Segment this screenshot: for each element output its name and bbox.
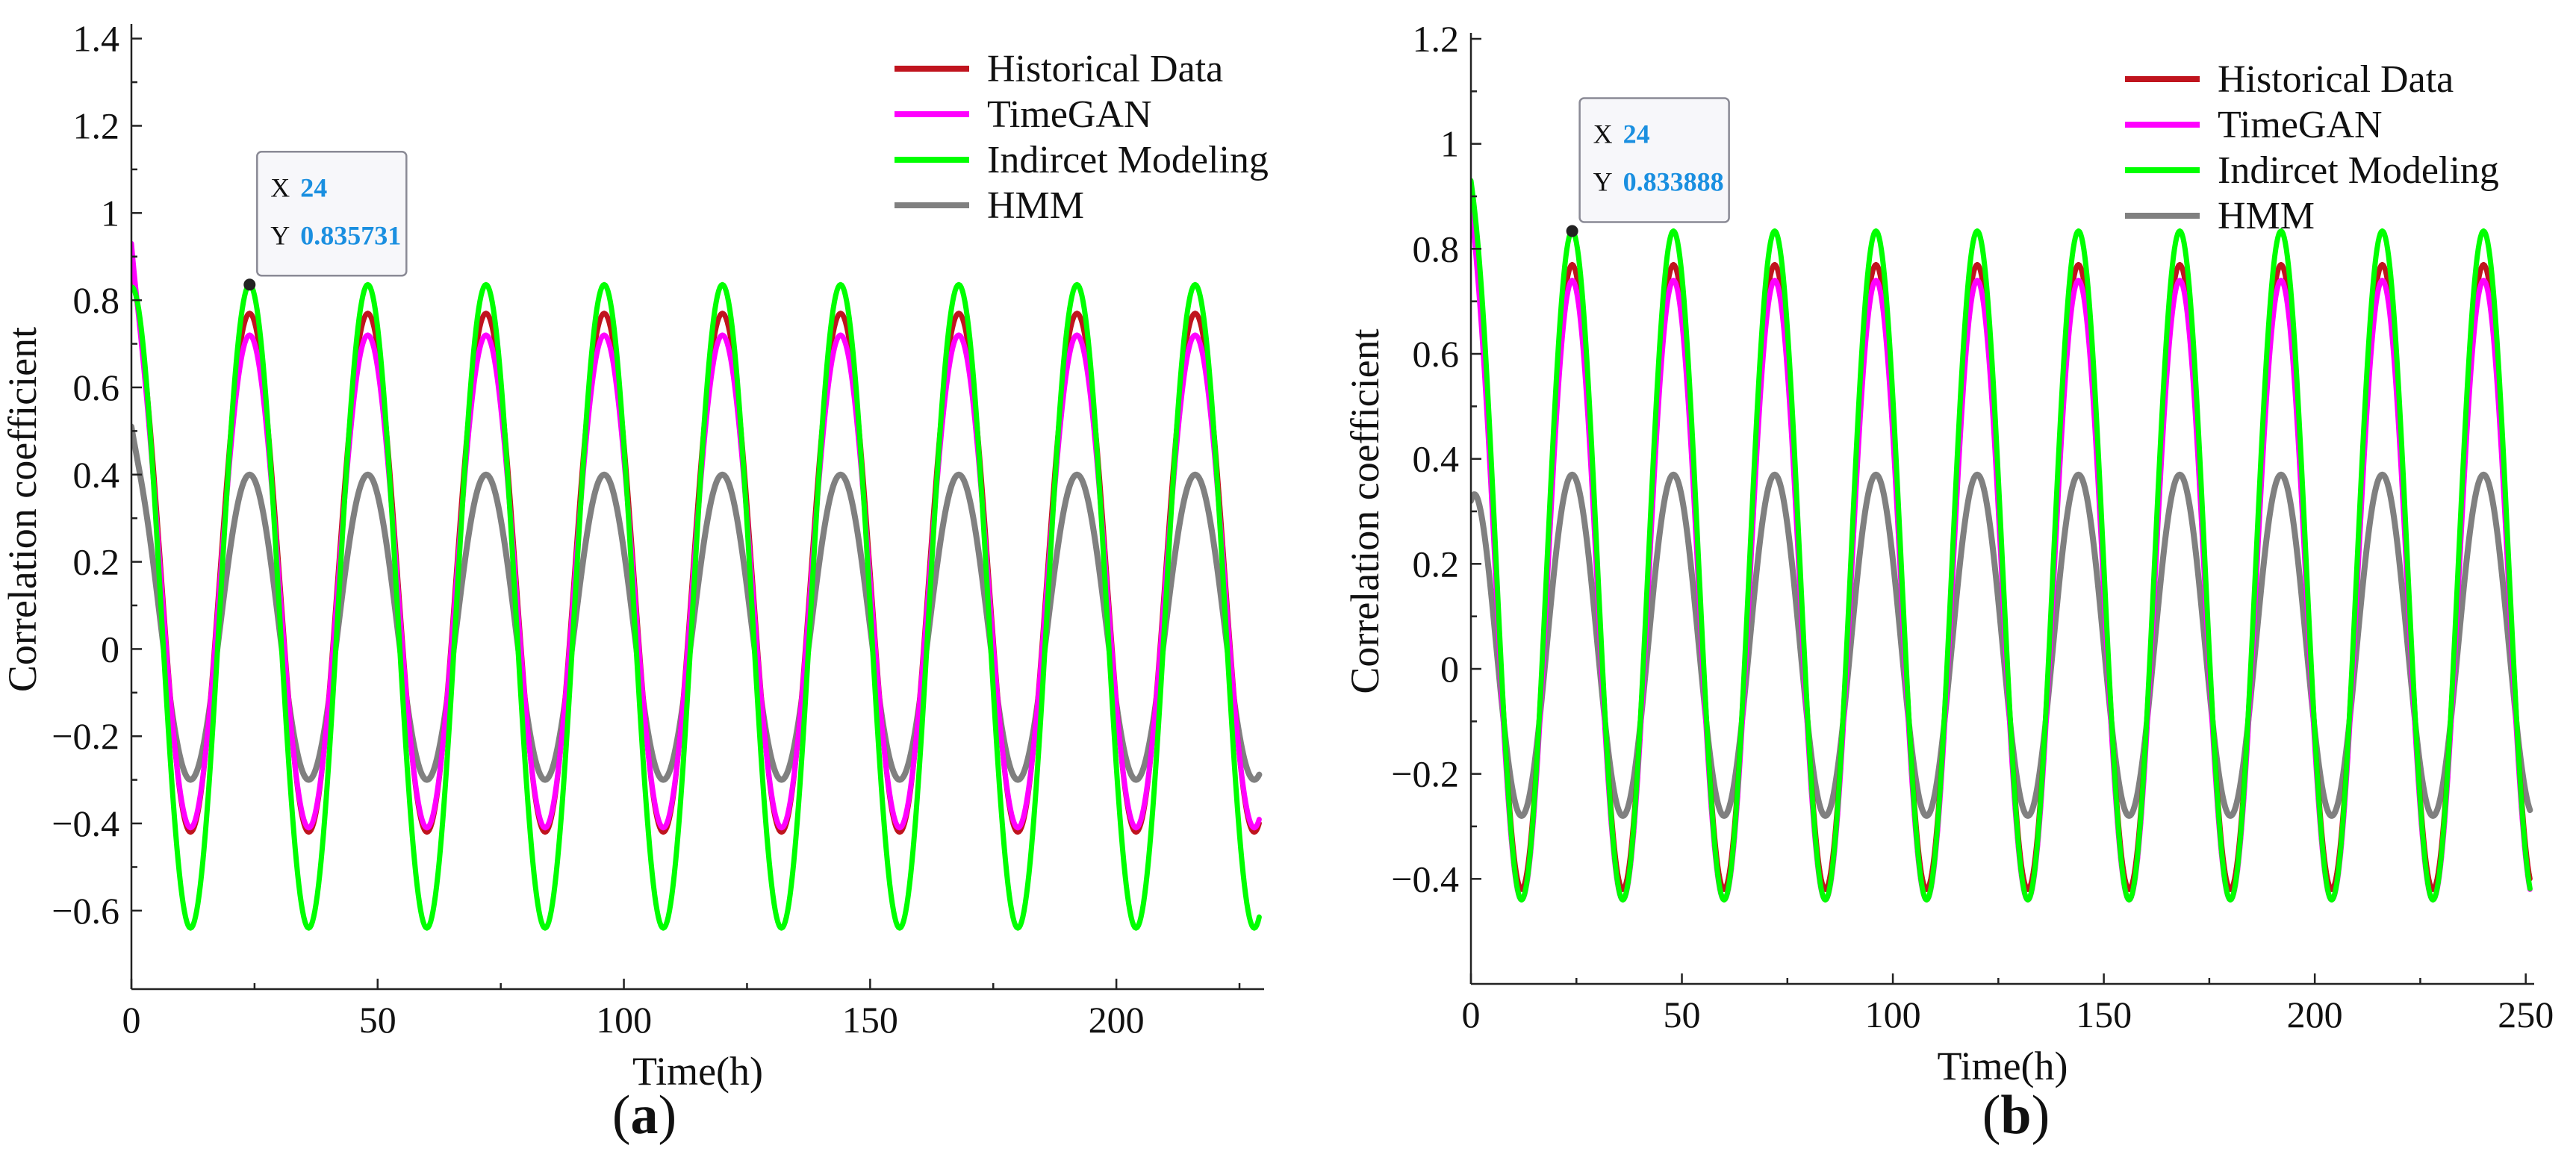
series-line-indircet-modeling [1471, 178, 2533, 903]
datatip-x-value: 24 [1623, 119, 1650, 149]
x-tick-label: 0 [1462, 994, 1481, 1035]
series-line-indircet-modeling [131, 281, 1262, 931]
legend-label-timegan: TimeGAN [987, 93, 1152, 136]
y-axis-label: Correlation coefficient [1343, 328, 1387, 694]
x-tick-label: 200 [2287, 994, 2343, 1035]
x-tick-label: 150 [2076, 994, 2132, 1035]
legend-label-timegan: TimeGAN [2218, 104, 2383, 146]
legend-label-historical-data: Historical Data [987, 48, 1223, 90]
panel-label-letter: a [631, 1085, 659, 1146]
datatip-x-label: X [1593, 119, 1613, 149]
y-tick-label: −0.4 [1391, 858, 1459, 900]
panel-label-close: ) [659, 1085, 677, 1146]
y-tick-label: 0.4 [73, 454, 120, 496]
datatip-box [256, 151, 408, 277]
legend-label-hmm: HMM [987, 184, 1084, 227]
y-axis-label: Correlation coefficient [0, 327, 45, 692]
x-tick-label: 50 [359, 999, 396, 1041]
datatip: X 24 Y 0.833888 [1578, 97, 1730, 223]
y-tick-label: −0.2 [52, 715, 119, 757]
y-tick-label: 1.2 [73, 105, 120, 147]
datatip: X 24 Y 0.835731 [256, 151, 408, 277]
datatip-y-row: Y 0.835731 [270, 220, 401, 250]
y-tick-label: 1 [101, 192, 119, 234]
datatip-x-value: 24 [300, 172, 327, 202]
panel-label: (a) [612, 1085, 676, 1146]
plot-area [1471, 178, 2533, 903]
y-tick-label: 0.2 [1413, 543, 1460, 585]
datatip-x-row: X 24 [1593, 119, 1650, 149]
y-tick-label: 0.8 [73, 279, 120, 321]
legend-label-indircet-modeling: Indircet Modeling [2218, 149, 2499, 192]
datatip-x-label: X [270, 172, 290, 202]
legend-label-indircet-modeling: Indircet Modeling [987, 139, 1269, 181]
y-tick-label: −0.2 [1391, 753, 1459, 795]
datatip-x-row: X 24 [270, 172, 327, 202]
datatip-y-value: 0.833888 [1623, 166, 1724, 196]
datatip-box [1578, 97, 1730, 223]
x-tick-label: 150 [842, 999, 898, 1041]
datatip-y-label: Y [1593, 166, 1613, 196]
chart-panel-b: −0.4 −0.2 0 0.2 0.4 0.6 0.8 1 1.2 0 50 100 150 200 250… [1343, 18, 2554, 1146]
y-tick-label: 1.2 [1413, 18, 1460, 60]
panel-label: (b) [1982, 1085, 2050, 1146]
datatip-y-label: Y [270, 220, 290, 250]
x-tick-label: 100 [596, 999, 652, 1041]
y-tick-label: 0 [1440, 648, 1459, 690]
panel-label-open: ( [1982, 1085, 2001, 1146]
x-tick-label: 0 [122, 999, 141, 1041]
y-tick-label: −0.4 [52, 802, 119, 844]
datatip-y-value: 0.835731 [300, 220, 401, 250]
y-tick-label: 0.6 [1413, 333, 1460, 375]
panel-label-close: ) [2032, 1085, 2050, 1146]
x-axis-label: Time(h) [632, 1049, 763, 1094]
y-tick-label: 0.6 [73, 367, 120, 408]
y-tick-label: 1.4 [73, 18, 120, 60]
x-tick-label: 200 [1089, 999, 1145, 1041]
panel-label-open: ( [612, 1085, 631, 1146]
y-tick-label: 0 [101, 628, 119, 670]
y-tick-label: 0.8 [1413, 228, 1460, 269]
datatip-y-row: Y 0.833888 [1593, 166, 1724, 196]
x-tick-label: 100 [1865, 994, 1921, 1035]
x-tick-label: 50 [1664, 994, 1701, 1035]
x-axis-label: Time(h) [1937, 1044, 2068, 1088]
datatip-marker [1566, 225, 1578, 237]
datatip-marker [243, 278, 256, 291]
chart-panel-a: −0.6 −0.4 −0.2 0 0.2 0.4 0.6 0.8 1 1.2 1.4 0 50 100 15… [0, 18, 1269, 1146]
plot-area [131, 240, 1263, 931]
y-tick-label: 0.4 [1413, 438, 1460, 480]
y-tick-label: −0.6 [52, 890, 119, 932]
x-tick-label: 250 [2498, 994, 2554, 1035]
y-tick-label: 0.2 [73, 541, 120, 583]
panel-label-letter: b [2000, 1085, 2031, 1146]
legend-label-hmm: HMM [2218, 195, 2315, 237]
y-tick-label: 1 [1440, 123, 1459, 165]
legend-label-historical-data: Historical Data [2218, 58, 2454, 101]
